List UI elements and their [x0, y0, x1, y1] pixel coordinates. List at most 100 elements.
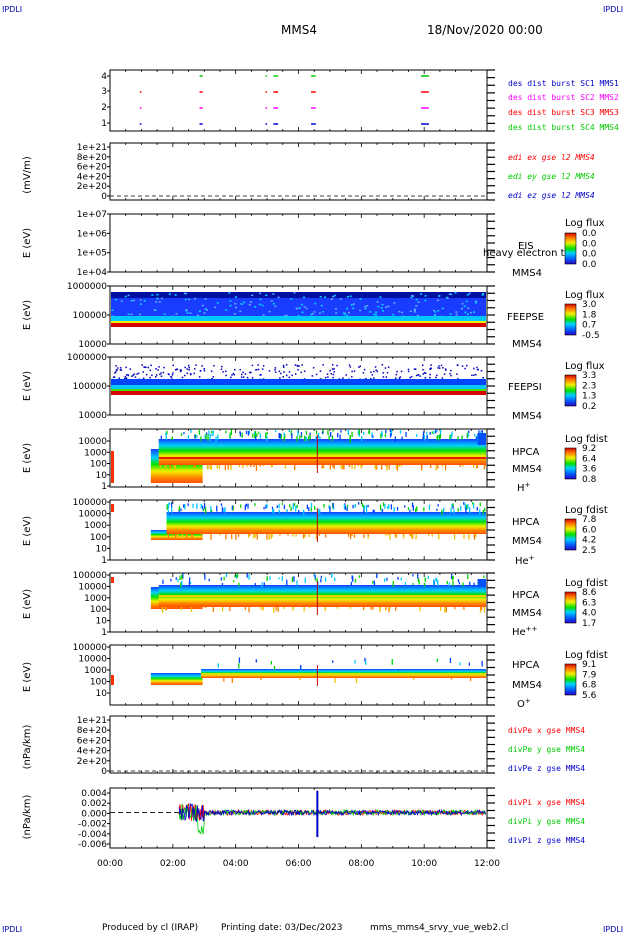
feepsi-speck [396, 370, 398, 373]
hpca-fringe [161, 607, 164, 613]
colorbar [564, 232, 577, 265]
feepse-speck [259, 298, 262, 301]
hpca-fringe [324, 534, 327, 538]
hpca-speck [203, 502, 206, 509]
hpca-fringe [410, 534, 412, 537]
feepsi-speck [376, 370, 379, 373]
hpca-speck [180, 508, 182, 512]
feepsi-speck [329, 369, 331, 372]
hpca-fringe [173, 465, 176, 468]
hpca-speck [452, 580, 454, 587]
y-tick-label: 100000 [73, 382, 108, 392]
hpca-fringe [389, 534, 391, 540]
hpca-speck [451, 576, 454, 580]
hpca-fringe [273, 607, 275, 613]
colorbar-tick-label: 0.2 [582, 402, 596, 412]
feepse-speck [339, 298, 342, 300]
hpca-speck [238, 663, 240, 669]
hpca-hepp-label: HPCA [512, 590, 540, 601]
feepsi-speck [362, 372, 365, 374]
feepsi-speck [351, 376, 353, 378]
colorbar-tick-label: 0.0 [582, 239, 597, 249]
hpca-speck [389, 429, 392, 432]
hpca-speck [433, 579, 435, 585]
hpca-speck [204, 434, 206, 439]
hpca-speck [266, 435, 268, 442]
feepsi-speck [141, 364, 143, 366]
feepsi-speck [115, 371, 117, 373]
hpca-speck [245, 430, 248, 434]
hpca-initial-strip [111, 504, 114, 512]
feepsi-speck [417, 374, 420, 376]
hpca-fringe [362, 607, 365, 611]
edi-ylabel: (mV/m) [22, 156, 33, 194]
hpca-fringe [206, 465, 209, 470]
feepse-speck [379, 296, 382, 298]
y-tick-label: 0.000 [81, 809, 107, 819]
legend-divpi-z: divPi z gse MMS4 [508, 836, 585, 845]
hpca-speck [476, 507, 478, 511]
hpca-speck [372, 509, 374, 513]
hpca-speck [332, 502, 334, 508]
feepse-speck [441, 307, 444, 310]
feepsi-speck [115, 364, 117, 367]
hpca-fringe [266, 534, 268, 540]
hpca-speck [291, 433, 293, 439]
feepsi-speck [327, 376, 329, 378]
y-tick-label: 1e+06 [77, 229, 108, 239]
hpca-speck [319, 436, 321, 439]
hpca-speck [248, 574, 250, 580]
y-tick-label: 1 [101, 556, 107, 566]
hpca-speck [206, 432, 208, 436]
hpca-speck [288, 504, 291, 508]
colorbar-tick-label: 5.6 [582, 691, 597, 701]
feepsi-speck [142, 377, 145, 380]
feepse-speck [300, 303, 303, 306]
hpca-speck [452, 576, 455, 579]
hpca-speck [290, 430, 292, 436]
hpca-fringe [238, 465, 241, 468]
hpca-fringe [429, 465, 432, 468]
hpca-speck [442, 507, 445, 513]
hpca-speck [483, 575, 485, 579]
panel-frame [109, 69, 488, 132]
x-tick-label: 12:00 [474, 859, 500, 869]
feepsi-speck [155, 374, 158, 376]
hpca-fringe [221, 607, 224, 612]
feepse-speck [445, 296, 448, 299]
y-tick-label: 4 [101, 72, 107, 82]
hpca-speck [165, 434, 167, 440]
hpca-speck [200, 503, 202, 509]
hpca-fringe [484, 465, 486, 468]
hpca-fringe [472, 465, 475, 468]
hpca-speck [181, 574, 183, 580]
feepsi-speck [444, 368, 447, 370]
hpca-speck [390, 430, 393, 433]
feepsi-speck [127, 374, 130, 376]
hpca-speck [198, 429, 201, 435]
hpca-speck [162, 579, 164, 584]
hpca-speck [349, 436, 352, 443]
hpca-fringe [435, 465, 437, 471]
hpca-speck [279, 433, 281, 439]
y-tick-label: -0.004 [78, 830, 107, 840]
y-tick-label: 4e+20 [77, 172, 108, 182]
hpca-speck [337, 433, 339, 438]
hpca-fringe [204, 607, 206, 609]
feepse-speck [465, 300, 468, 303]
feepsi-speck [162, 371, 165, 374]
feepse-speck [346, 296, 349, 298]
hpca-speck [328, 435, 330, 440]
eis-overlay-label: heavy electron to [483, 248, 571, 259]
colorbar-title: Log fdist [565, 650, 608, 661]
hpca-fringe [341, 465, 343, 469]
hpca-speck [230, 429, 233, 435]
hpca-fringe [343, 465, 345, 470]
hpca-fringe [194, 465, 196, 467]
feepsi-speck [399, 376, 402, 378]
hpca-speck [263, 582, 265, 588]
hpca-speck [217, 434, 219, 440]
feepse-speck [398, 310, 401, 313]
feepsi-speck [398, 377, 401, 379]
hpca-speck [306, 504, 309, 510]
